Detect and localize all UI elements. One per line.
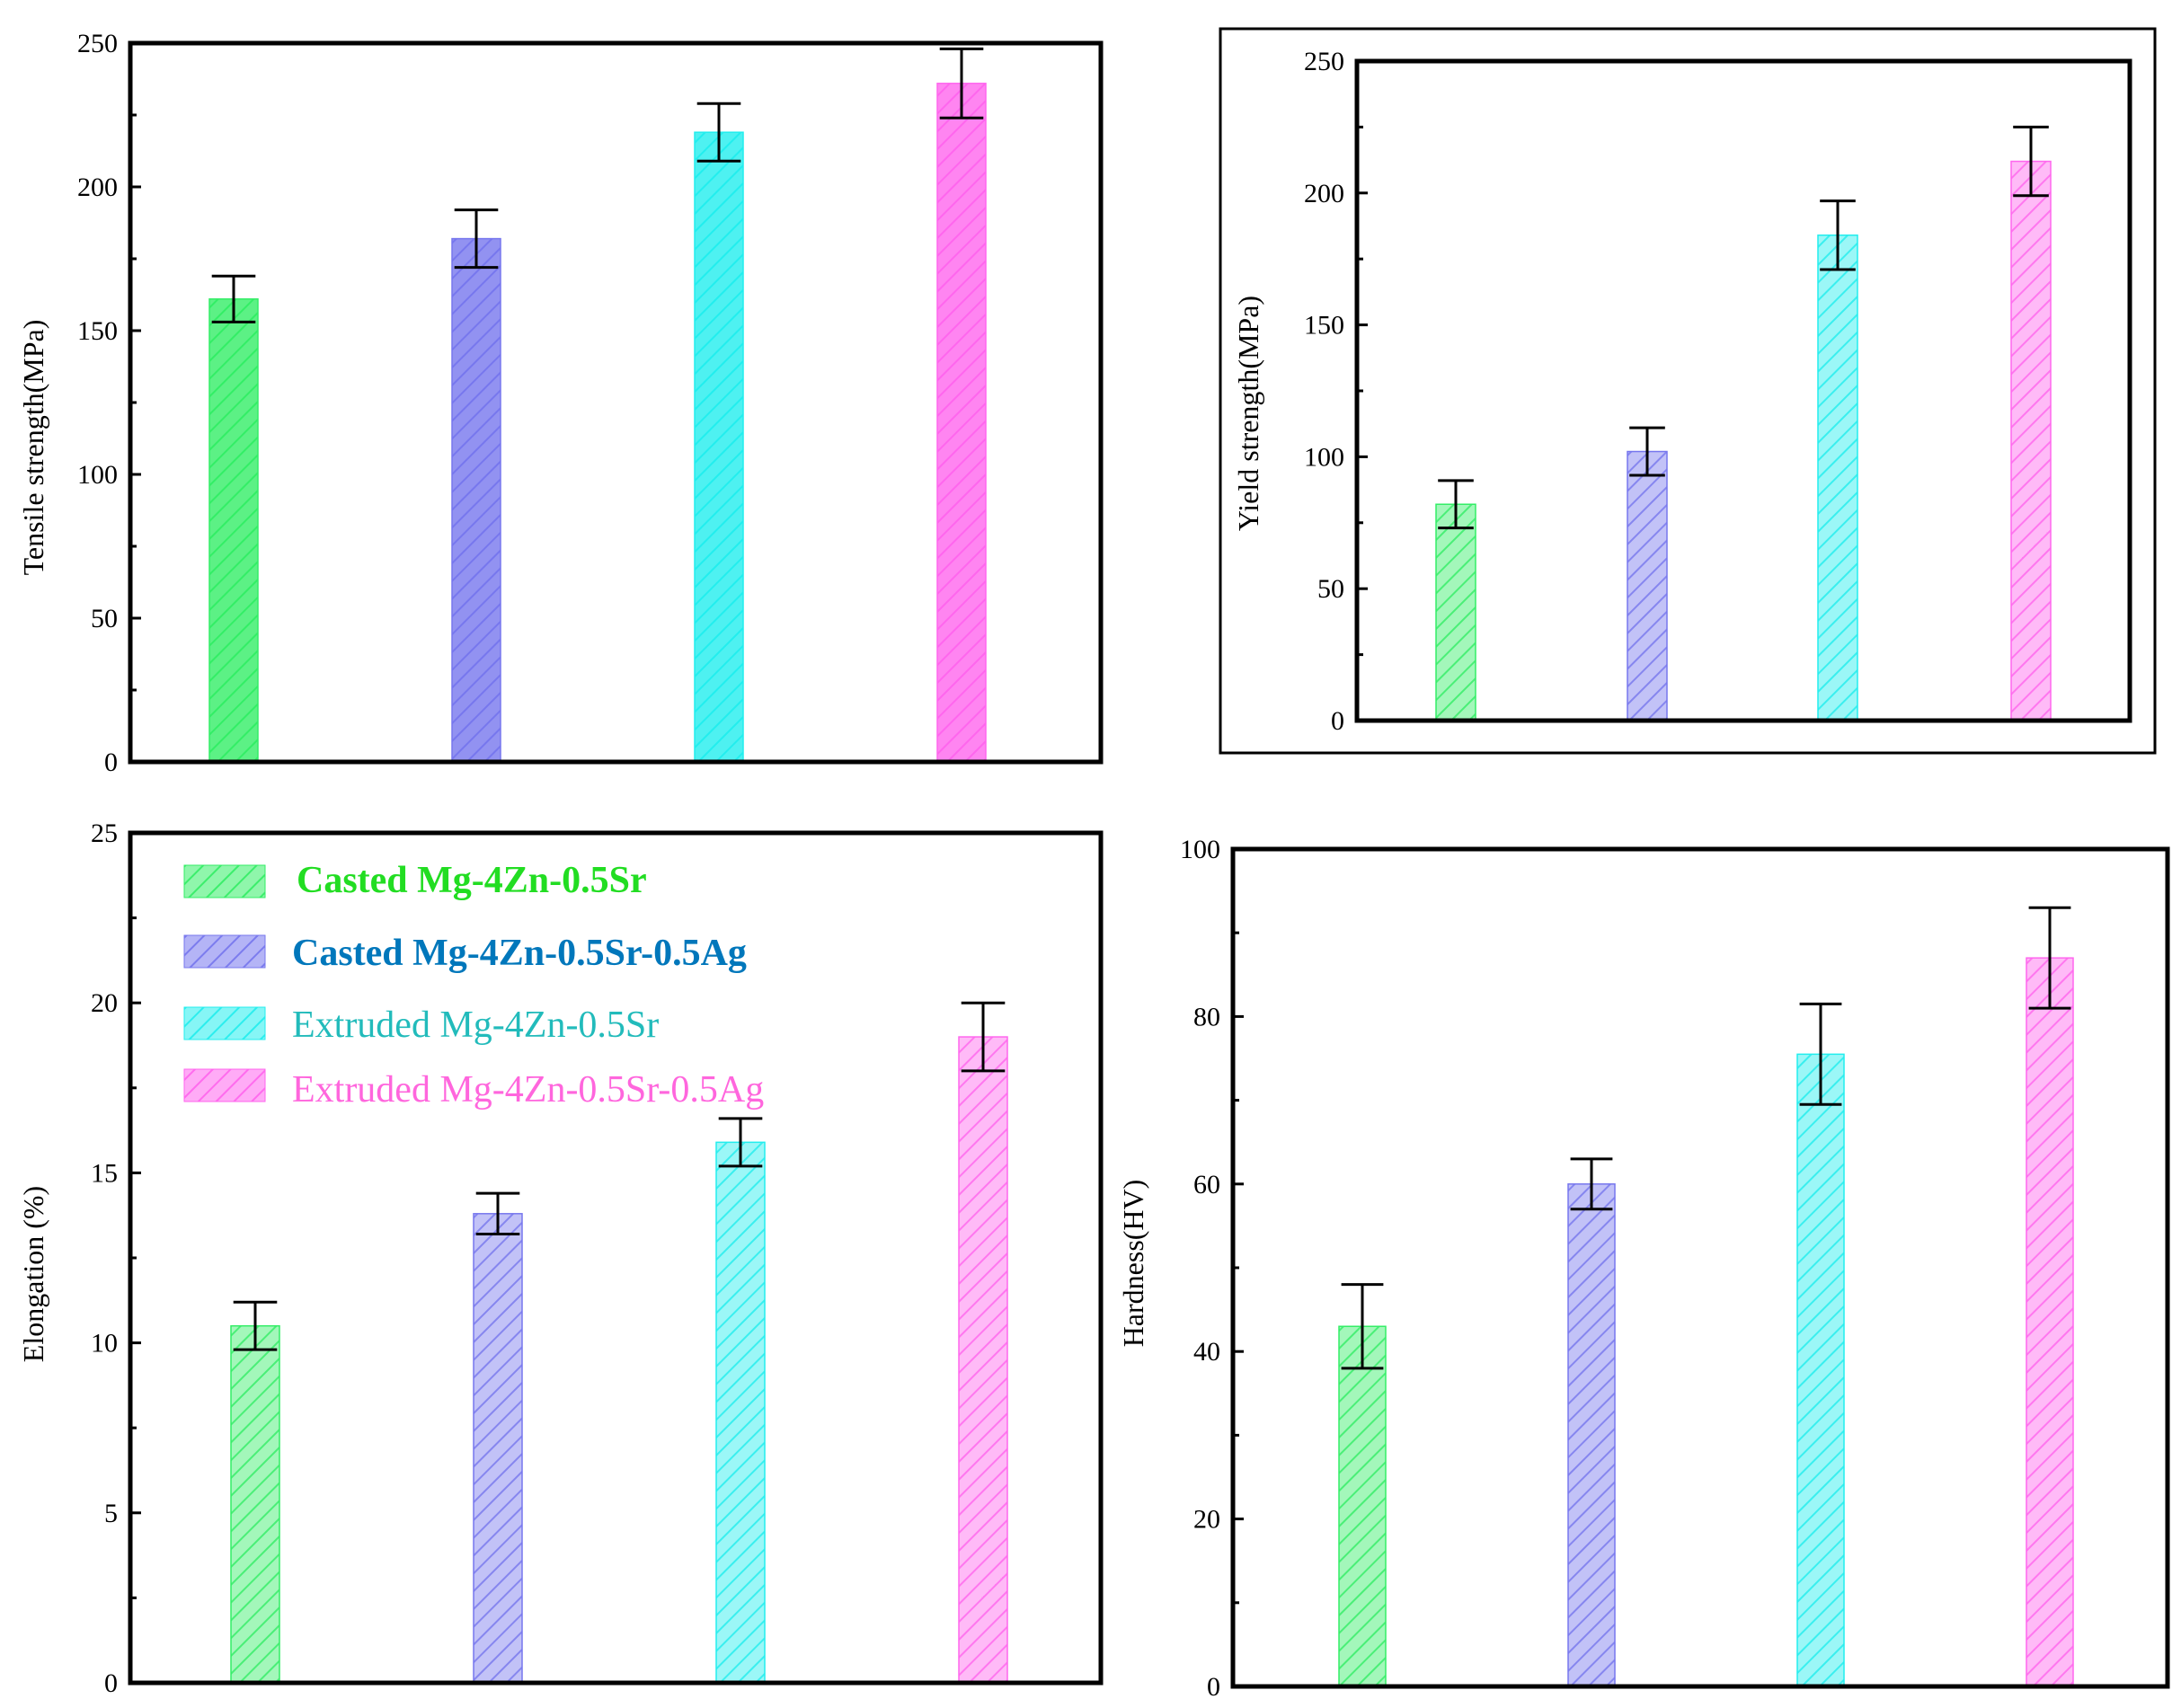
tensile-errorbar-extruded-ag <box>939 47 984 119</box>
tensile-ytick-label: 250 <box>77 29 118 58</box>
hardness-bar-casted-ag <box>1567 1183 1616 1687</box>
elongation-bar-casted-sr <box>230 1324 280 1684</box>
yield-bar-casted-ag <box>1627 450 1668 721</box>
elongation-errorbar-extruded-sr <box>718 1117 763 1168</box>
tensile-bar-extruded-ag <box>936 83 987 763</box>
elongation-errorbar-casted-ag <box>475 1191 520 1236</box>
legend: Casted Mg-4Zn-0.5Sr Casted Mg-4Zn-0.5Sr-… <box>183 860 764 1111</box>
yield-errorbar-extruded-sr <box>1820 199 1856 271</box>
legend-swatch-casted-sr <box>183 864 266 898</box>
legend-swatch-extruded-sr <box>183 1006 266 1040</box>
elongation-errorbar-extruded-ag <box>961 1001 1006 1073</box>
yield-ytick-label: 50 <box>1317 574 1344 604</box>
legend-label-extruded-sr: Extruded Mg-4Zn-0.5Sr <box>292 1004 659 1046</box>
yield-ytick-label: 100 <box>1304 442 1344 472</box>
yield-strength-chart: Yield strength(MPa) 0 50 100 150 200 250 <box>1219 27 2157 755</box>
elongation-ytick-label: 15 <box>91 1158 118 1188</box>
yield-ytick-label: 250 <box>1304 47 1344 76</box>
hardness-bar-extruded-ag <box>2026 957 2074 1687</box>
elongation-bar-casted-ag <box>473 1213 523 1684</box>
tensile-bar-casted-sr <box>208 298 259 763</box>
hardness-ytick-label: 40 <box>1193 1337 1220 1367</box>
elongation-ytick-label: 25 <box>91 819 118 848</box>
yield-bar-extruded-sr <box>1817 235 1858 721</box>
legend-label-casted-sr: Casted Mg-4Zn-0.5Sr <box>297 860 647 901</box>
legend-swatch-casted-ag <box>183 934 266 969</box>
yield-errorbar-casted-sr <box>1438 479 1474 530</box>
tensile-ytick-label: 150 <box>77 316 118 346</box>
tensile-ytick-label: 50 <box>91 604 118 633</box>
hardness-ytick-label: 60 <box>1193 1170 1220 1199</box>
yield-bar-extruded-ag <box>2010 160 2052 721</box>
tensile-strength-chart: Tensile strength(MPa) 0 50 100 150 200 250 <box>17 29 1104 777</box>
hardness-ytick-label: 100 <box>1180 835 1220 864</box>
elongation-ylabel: Elongation (%) <box>17 1186 49 1362</box>
legend-label-casted-ag: Casted Mg-4Zn-0.5Sr-0.5Ag <box>292 933 747 974</box>
hardness-ytick-label: 80 <box>1193 1002 1220 1031</box>
hardness-ylabel: Hardness(HV) <box>1117 1180 1149 1348</box>
yield-errorbar-casted-ag <box>1629 426 1665 477</box>
elongation-ytick-label: 5 <box>104 1499 118 1528</box>
elongation-ytick-label: 10 <box>91 1329 118 1358</box>
yield-outer-frame <box>1219 27 2157 755</box>
legend-label-extruded-ag: Extruded Mg-4Zn-0.5Sr-0.5Ag <box>292 1069 764 1111</box>
tensile-bar-casted-ag <box>451 237 501 763</box>
tensile-ytick-label: 0 <box>104 748 118 777</box>
elongation-bar-extruded-ag <box>958 1036 1008 1684</box>
tensile-ytick-label: 100 <box>77 460 118 490</box>
yield-ytick-label: 200 <box>1304 179 1344 208</box>
tensile-bar-extruded-sr <box>694 131 744 763</box>
legend-swatch-extruded-ag <box>183 1068 266 1102</box>
tensile-errorbar-casted-ag <box>454 208 499 270</box>
hardness-errorbar-casted-ag <box>1570 1157 1613 1211</box>
tensile-ylabel: Tensile strength(MPa) <box>17 320 49 576</box>
tensile-errorbar-casted-sr <box>211 274 256 323</box>
yield-ytick-label: 0 <box>1331 706 1344 736</box>
yield-ylabel: Yield strength(MPa) <box>1232 296 1264 531</box>
yield-ytick-label: 150 <box>1304 311 1344 341</box>
elongation-ytick-label: 20 <box>91 988 118 1018</box>
elongation-bar-extruded-sr <box>715 1141 766 1684</box>
elongation-ytick-label: 0 <box>104 1668 118 1698</box>
elongation-chart: Elongation (%) 0 5 10 15 20 25 <box>17 819 1104 1698</box>
elongation-errorbar-casted-sr <box>233 1300 278 1351</box>
tensile-ytick-label: 200 <box>77 173 118 202</box>
hardness-errorbar-casted-sr <box>1341 1283 1384 1370</box>
hardness-errorbar-extruded-sr <box>1799 1002 1842 1106</box>
hardness-bar-casted-sr <box>1338 1325 1387 1687</box>
hardness-ytick-label: 0 <box>1207 1672 1220 1702</box>
yield-errorbar-extruded-ag <box>2013 125 2049 198</box>
hardness-chart: Hardness(HV) 0 20 40 60 80 100 <box>1117 835 2170 1702</box>
hardness-bar-extruded-sr <box>1796 1053 1845 1687</box>
hardness-errorbar-extruded-ag <box>2028 906 2071 1010</box>
tensile-errorbar-extruded-sr <box>696 102 741 163</box>
hardness-ytick-label: 20 <box>1193 1505 1220 1535</box>
yield-bar-casted-sr <box>1435 503 1476 721</box>
